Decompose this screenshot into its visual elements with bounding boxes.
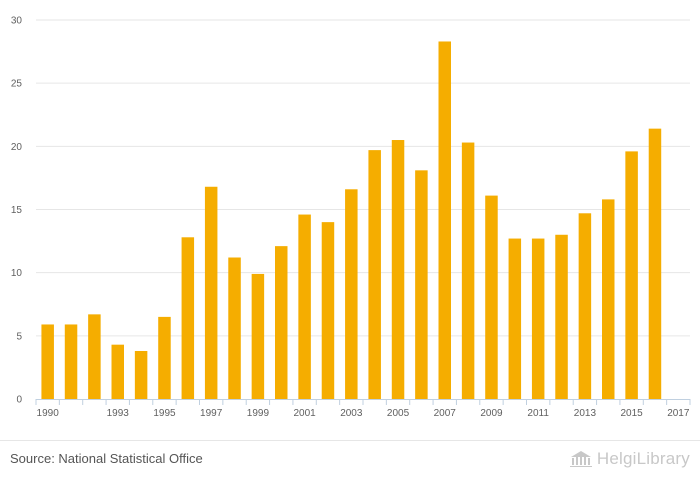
y-tick-label-5: 5 <box>16 331 22 342</box>
x-tick-label-2007: 2007 <box>434 408 457 419</box>
bar-2014 <box>602 199 615 399</box>
bar-1999 <box>251 273 265 399</box>
bar-1997 <box>204 186 218 399</box>
bar-2016 <box>648 128 662 399</box>
bar-1993 <box>111 344 124 399</box>
x-tick-label-1990: 1990 <box>37 408 60 419</box>
x-tick-label-2013: 2013 <box>574 408 597 419</box>
bar-2013 <box>578 213 592 399</box>
bar-2007 <box>438 41 451 400</box>
x-tick-label-1995: 1995 <box>153 408 176 419</box>
y-tick-label-0: 0 <box>16 395 22 406</box>
brand-logo[interactable]: HelgiLibrary <box>569 449 690 469</box>
bar-1998 <box>228 257 241 399</box>
bar-1991 <box>64 324 78 399</box>
bar-2005 <box>391 140 405 399</box>
bar-2011 <box>531 238 545 399</box>
x-tick-label-2011: 2011 <box>527 408 549 419</box>
x-tick-label-1993: 1993 <box>107 408 130 419</box>
bar-1992 <box>88 314 101 399</box>
bar-1994 <box>134 350 148 399</box>
chart-footer: Source: National Statistical Office Helg… <box>0 440 700 483</box>
x-tick-label-2003: 2003 <box>340 408 363 419</box>
bar-2004 <box>368 150 381 399</box>
bar-2006 <box>415 170 428 399</box>
x-tick-label-1999: 1999 <box>247 408 270 419</box>
x-tick-label-2015: 2015 <box>620 408 643 419</box>
y-tick-label-15: 15 <box>11 205 23 216</box>
bar-2009 <box>485 195 498 399</box>
bar-2003 <box>345 189 358 399</box>
y-tick-label-25: 25 <box>11 79 23 90</box>
bar-2012 <box>555 234 568 399</box>
bar-2002 <box>321 222 335 399</box>
source-note: Source: National Statistical Office <box>10 451 203 466</box>
x-tick-label-2001: 2001 <box>293 408 316 419</box>
y-tick-label-10: 10 <box>11 268 23 279</box>
x-tick-label-1997: 1997 <box>200 408 223 419</box>
x-tick-label-2017: 2017 <box>667 408 690 419</box>
bar-2015 <box>625 151 638 399</box>
bar-chart: 0 5 10 15 20 25 30 1990 1993 1995 1997 1999 2001 2003… <box>11 16 691 419</box>
y-tick-label-30: 30 <box>11 16 23 27</box>
x-tick-label-2005: 2005 <box>387 408 410 419</box>
x-tick-label-2009: 2009 <box>480 408 503 419</box>
bar-1990 <box>41 324 54 399</box>
bar-2000 <box>275 246 288 399</box>
bar-2001 <box>298 214 311 399</box>
bar-2008 <box>461 142 475 399</box>
library-icon <box>569 451 592 467</box>
bar-1995 <box>158 316 171 399</box>
bar-2010 <box>508 238 522 399</box>
y-tick-label-20: 20 <box>11 142 23 153</box>
brand-name: HelgiLibrary <box>596 449 690 468</box>
bar-1996 <box>181 237 195 399</box>
